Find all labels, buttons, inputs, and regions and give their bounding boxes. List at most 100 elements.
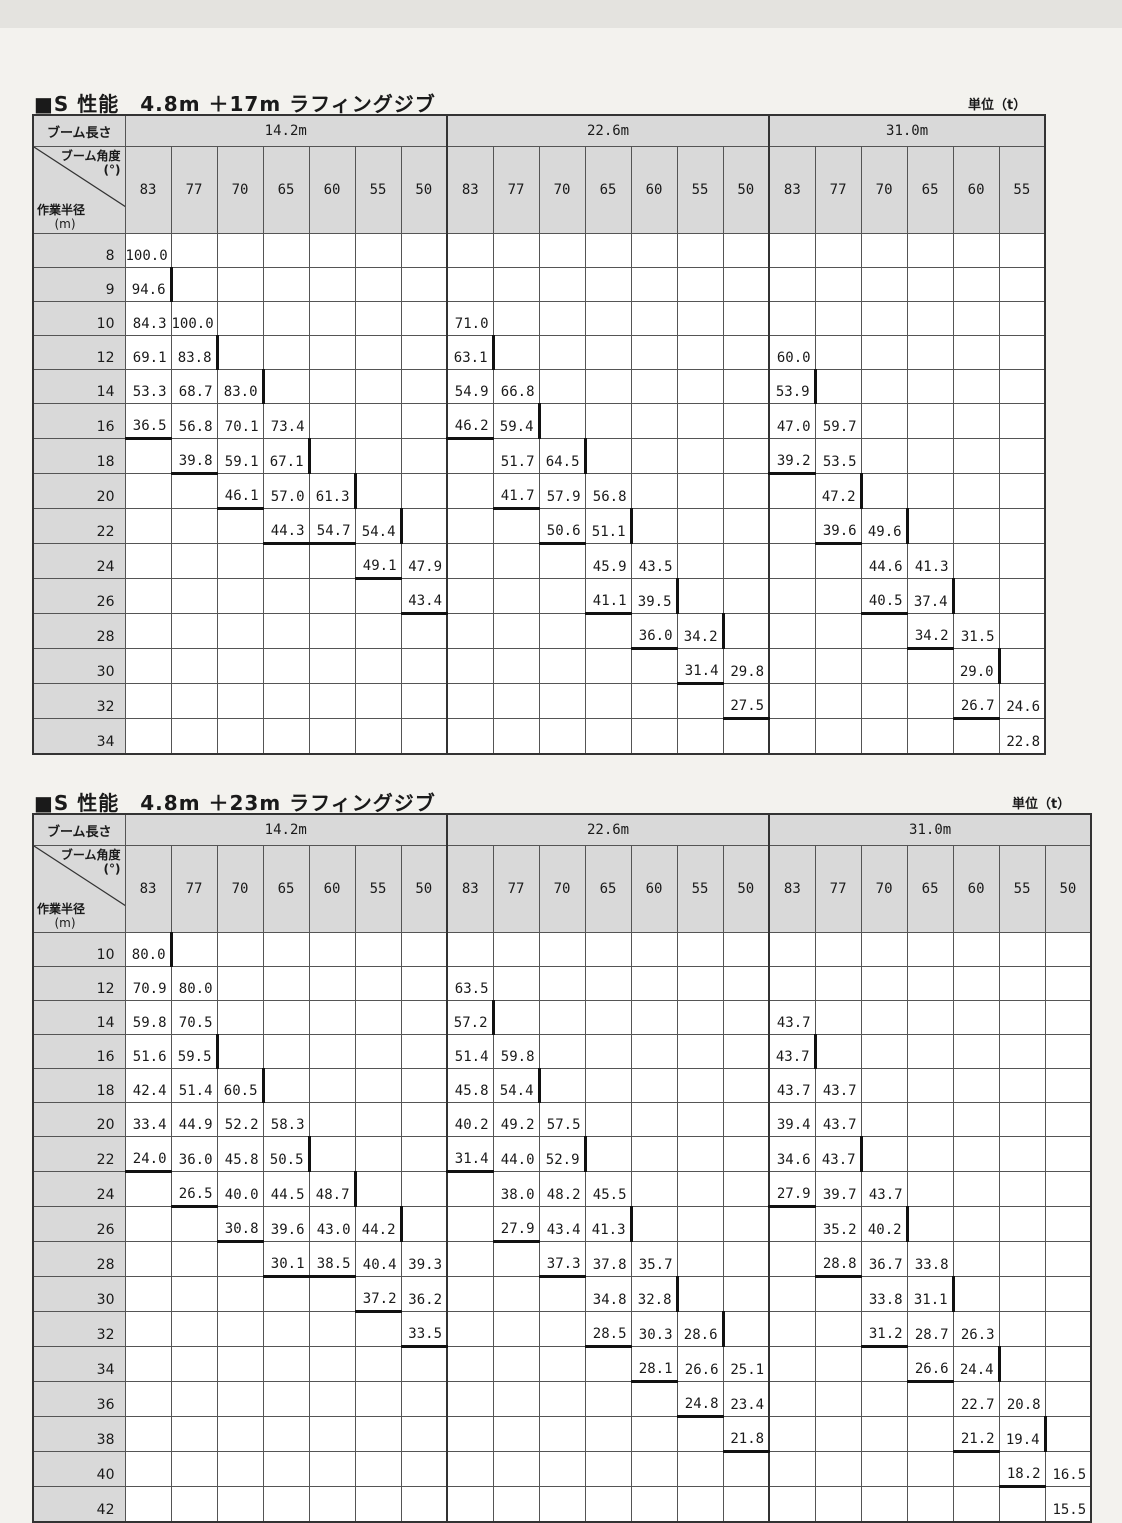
capacity-cell: 40.5 — [860, 578, 908, 615]
capacity-cell: 50.6 — [538, 508, 586, 545]
capacity-cell — [952, 1451, 1000, 1487]
capacity-cell: 18.2 — [998, 1451, 1046, 1488]
capacity-cell — [262, 578, 310, 614]
capacity-cell — [814, 301, 862, 336]
capacity-cell — [906, 1034, 954, 1069]
diagonal-divider — [34, 147, 124, 207]
capacity-cell: 44.5 — [262, 1171, 310, 1207]
capacity-cell — [584, 233, 632, 268]
capacity-cell: 54.9 — [446, 369, 494, 404]
table-row: 16 36.5 56.8 70.1 73.4 46.2 59.4 47.0 59.7 — [32, 403, 1046, 440]
table-row: 30 37.2 36.2 34.8 32.8 33.8 31.1 — [32, 1276, 1092, 1313]
capacity-cell — [814, 613, 862, 649]
capacity-cell — [400, 932, 448, 967]
capacity-cell: 100.0 — [170, 301, 218, 336]
boom-angle-header: 60 — [308, 146, 356, 234]
capacity-cell: 59.1 — [216, 438, 264, 474]
capacity-cell — [630, 932, 678, 967]
capacity-cell — [998, 335, 1046, 370]
capacity-cell — [492, 1311, 540, 1347]
capacity-cell — [170, 578, 218, 614]
capacity-cell — [400, 301, 448, 336]
radius-cell: 18 — [32, 1068, 126, 1103]
capacity-cell — [768, 1486, 816, 1523]
capacity-cell: 60.5 — [216, 1068, 265, 1103]
boom-length-header: 31.0m — [768, 114, 1046, 147]
table-row: 38 21.8 21.2 19.4 — [32, 1416, 1092, 1453]
capacity-cell: 41.3 — [584, 1206, 633, 1242]
boom-angle-header: 55 — [998, 146, 1046, 234]
capacity-cell — [308, 966, 356, 1001]
capacity-cell — [722, 578, 770, 614]
capacity-cell — [906, 1206, 954, 1242]
capacity-cell: 71.0 — [446, 301, 494, 336]
capacity-cell — [492, 683, 540, 719]
capacity-cell — [354, 613, 402, 649]
capacity-cell — [1044, 1416, 1092, 1452]
boom-angle-header: 83 — [768, 845, 816, 933]
capacity-cell — [584, 267, 632, 302]
boom-angle-header: 65 — [584, 845, 632, 933]
capacity-cell — [998, 1346, 1046, 1382]
boom-length-header: 22.6m — [446, 813, 770, 846]
capacity-cell: 31.4 — [446, 1136, 494, 1173]
table-row: 32 27.5 26.7 24.6 — [32, 683, 1046, 720]
capacity-cell — [630, 233, 678, 268]
capacity-cell — [952, 718, 1000, 755]
radius-cell: 28 — [32, 1241, 126, 1277]
capacity-cell — [262, 1276, 310, 1312]
capacity-cell — [952, 1000, 1000, 1035]
boom-angle-header: 60 — [952, 146, 1000, 234]
capacity-cell: 40.2 — [446, 1102, 494, 1137]
table-row: 18 42.4 51.4 60.5 45.8 54.4 43.7 43.7 — [32, 1068, 1092, 1103]
capacity-cell: 31.5 — [952, 613, 1000, 649]
capacity-cell — [952, 1034, 1000, 1069]
capacity-cell: 30.8 — [216, 1206, 264, 1243]
capacity-cell — [952, 369, 1000, 404]
capacity-cell: 41.1 — [584, 578, 632, 615]
boom-angle-header: 77 — [492, 845, 540, 933]
capacity-cell — [400, 473, 448, 509]
capacity-cell — [354, 438, 402, 474]
capacity-cell — [860, 1000, 908, 1035]
capacity-cell — [538, 613, 586, 649]
capacity-cell: 45.8 — [216, 1136, 264, 1172]
capacity-cell — [676, 369, 724, 404]
capacity-cell — [860, 233, 908, 268]
radius-cell: 26 — [32, 1206, 126, 1242]
radius-cell: 16 — [32, 1034, 126, 1069]
capacity-cell — [998, 1311, 1046, 1347]
capacity-cell — [124, 1241, 172, 1277]
capacity-cell — [814, 1276, 862, 1312]
capacity-cell — [446, 1346, 494, 1382]
capacity-cell: 49.1 — [354, 543, 402, 580]
capacity-cell: 15.5 — [1044, 1486, 1092, 1523]
working-radius-unit: (m) — [54, 217, 76, 231]
capacity-cell — [492, 966, 540, 1001]
capacity-cell — [860, 1416, 908, 1452]
capacity-cell — [308, 648, 356, 684]
table-row: 10 84.3 100.0 71.0 — [32, 301, 1046, 336]
capacity-cell — [952, 1241, 1000, 1277]
capacity-cell — [538, 1034, 586, 1069]
capacity-cell — [124, 543, 172, 579]
capacity-cell — [354, 233, 402, 268]
capacity-cell — [538, 267, 586, 302]
table-row: 22 44.3 54.7 54.4 50.6 51.1 39.6 49.6 — [32, 508, 1046, 545]
capacity-cell — [630, 301, 678, 336]
capacity-cell — [308, 1451, 356, 1487]
capacity-cell — [262, 1416, 310, 1452]
capacity-cell: 43.7 — [814, 1136, 863, 1172]
capacity-cell: 29.8 — [722, 648, 770, 684]
capacity-cell — [354, 718, 402, 755]
title-row: ■S 性能 4.8m ＋17m ラフィングジブ 単位（t） — [34, 88, 1122, 116]
capacity-cell — [814, 718, 862, 755]
capacity-cell — [216, 1486, 264, 1523]
capacity-cell — [492, 1381, 540, 1417]
capacity-cell — [584, 369, 632, 404]
table-row: 12 69.1 83.8 63.1 60.0 — [32, 335, 1046, 370]
capacity-cell: 26.7 — [952, 683, 1000, 720]
capacity-cell: 64.5 — [538, 438, 587, 474]
radius-cell: 28 — [32, 613, 126, 649]
capacity-cell — [860, 613, 908, 649]
